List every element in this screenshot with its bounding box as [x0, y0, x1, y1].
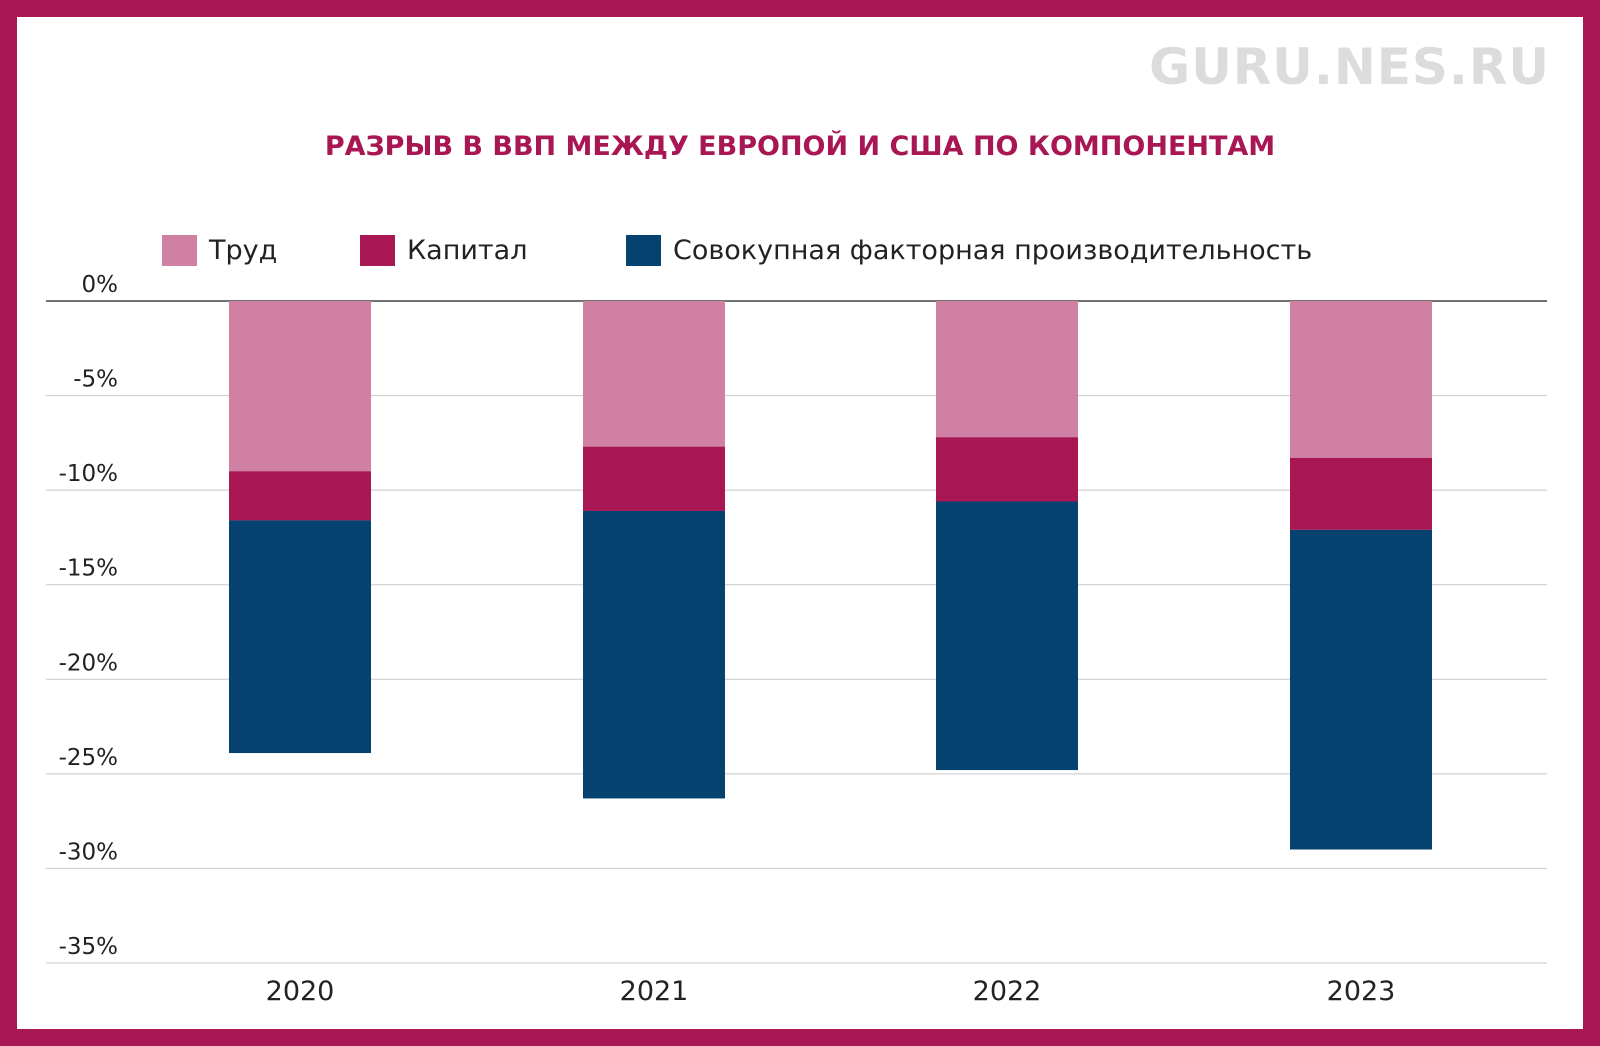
bar-segment-labor-2022 [936, 301, 1078, 438]
y-tick-label: -25% [59, 745, 118, 771]
y-tick-label: -5% [73, 367, 118, 393]
bar-segment-labor-2020 [229, 301, 371, 472]
bar-segment-capital-2020 [229, 471, 371, 521]
y-tick-label: -20% [59, 650, 118, 676]
x-tick-label: 2020 [266, 976, 335, 1007]
bar-segment-capital-2023 [1290, 457, 1432, 530]
x-tick-label: 2023 [1327, 976, 1396, 1007]
y-tick-label: 0% [82, 272, 119, 298]
bar-segment-tfp-2022 [936, 501, 1078, 771]
chart-title: РАЗРЫВ В ВВП МЕЖДУ ЕВРОПОЙ И США ПО КОМП… [324, 131, 1276, 162]
bar-segment-labor-2023 [1290, 301, 1432, 458]
x-tick-label: 2022 [973, 976, 1042, 1007]
bar-segment-tfp-2021 [583, 510, 725, 799]
legend-swatch-tfp [626, 234, 661, 266]
bar-segment-capital-2022 [936, 437, 1078, 502]
legend-label-labor: Труд [209, 234, 278, 266]
bar-segment-tfp-2023 [1290, 529, 1432, 850]
legend-item-tfp: Совокупная факторная производительность [626, 230, 1312, 270]
legend-item-labor: Труд [162, 230, 277, 270]
legend-swatch-capital [360, 234, 395, 266]
y-tick-label: -30% [59, 839, 118, 865]
legend-item-capital: Капитал [360, 230, 527, 270]
y-tick-label: -15% [59, 556, 118, 582]
watermark: GURU.NES.RU [1149, 38, 1550, 96]
bar-segment-capital-2021 [583, 446, 725, 511]
legend-label-capital: Капитал [407, 234, 528, 266]
legend: Труд Капитал Совокупная факторная произв… [0, 230, 1600, 270]
y-tick-label: -10% [59, 461, 118, 487]
y-tick-label: -35% [59, 934, 118, 960]
x-tick-label: 2021 [620, 976, 689, 1007]
bar-segment-labor-2021 [583, 301, 725, 447]
bar-segment-tfp-2020 [229, 520, 371, 754]
legend-swatch-labor [162, 234, 197, 266]
legend-label-tfp: Совокупная факторная производительность [673, 234, 1313, 266]
